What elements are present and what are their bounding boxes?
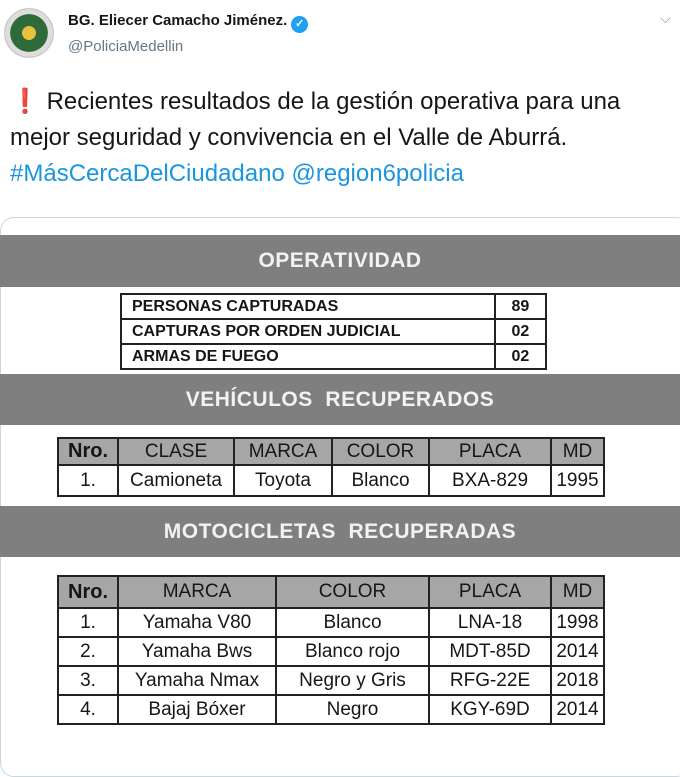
exclamation-icon: ❗ <box>10 88 40 115</box>
column-header: MD <box>550 575 605 609</box>
motos-table: Nro. MARCA COLOR PLACA MD 1. Yamaha V80 Blanco L… <box>57 575 605 725</box>
column-header: MARCA <box>233 437 333 466</box>
table-row: ARMAS DE FUEGO 02 <box>120 343 548 370</box>
author-name[interactable]: BG. Eliecer Camacho Jiménez. ✓ <box>68 12 309 33</box>
table-cell: ARMAS DE FUEGO <box>120 343 496 370</box>
operatividad-table: PERSONAS CAPTURADAS 89 CAPTURAS POR ORDEN … <box>120 293 548 370</box>
table-cell: Negro <box>275 694 430 725</box>
table-cell: 02 <box>493 318 548 345</box>
table-cell: Bajaj Bóxer <box>117 694 277 725</box>
table-cell: BXA-829 <box>428 464 552 497</box>
column-header: PLACA <box>428 575 552 609</box>
table-cell: CAPTURAS POR ORDEN JUDICIAL <box>120 318 496 345</box>
table-cell: Blanco <box>275 607 430 638</box>
avatar[interactable] <box>4 8 54 58</box>
table-cell: Toyota <box>233 464 333 497</box>
table-cell: Yamaha V80 <box>117 607 277 638</box>
table-cell: KGY-69D <box>428 694 552 725</box>
table-cell: 4. <box>57 694 119 725</box>
vehiculos-title: VEHÍCULOS RECUPERADOS <box>0 374 680 425</box>
mention-link[interactable]: @region6policia <box>291 160 464 187</box>
table-cell: Camioneta <box>117 464 235 497</box>
table-cell: 2018 <box>550 665 605 696</box>
header-row: Nro. MARCA COLOR PLACA MD <box>57 575 605 609</box>
hashtag-link[interactable]: #MásCercaDelCiudadano <box>10 160 285 187</box>
column-header: MD <box>550 437 605 466</box>
table-row: 4. Bajaj Bóxer Negro KGY-69D 2014 <box>57 694 605 725</box>
vehiculos-table: Nro. CLASE MARCA COLOR PLACA MD 1. Camioneta Toy… <box>57 437 605 497</box>
author-handle[interactable]: @PoliciaMedellin <box>68 38 184 55</box>
column-header: COLOR <box>275 575 430 609</box>
table-cell: Yamaha Nmax <box>117 665 277 696</box>
table-cell: 2014 <box>550 694 605 725</box>
table-cell: PERSONAS CAPTURADAS <box>120 293 496 320</box>
motos-title: MOTOCICLETAS RECUPERADAS <box>0 506 680 557</box>
table-cell: 2014 <box>550 636 605 667</box>
table-cell: 1998 <box>550 607 605 638</box>
table-row: 3. Yamaha Nmax Negro y Gris RFG-22E 2018 <box>57 665 605 696</box>
table-row: 1. Camioneta Toyota Blanco BXA-829 1995 <box>57 464 605 497</box>
table-cell: RFG-22E <box>428 665 552 696</box>
table-row: PERSONAS CAPTURADAS 89 <box>120 293 548 320</box>
column-header: Nro. <box>57 437 119 466</box>
table-cell: Blanco rojo <box>275 636 430 667</box>
header-row: Nro. CLASE MARCA COLOR PLACA MD <box>57 437 605 466</box>
table-cell: 1. <box>57 464 119 497</box>
column-header: MARCA <box>117 575 277 609</box>
table-cell: 1995 <box>550 464 605 497</box>
table-cell: 2. <box>57 636 119 667</box>
column-header: CLASE <box>117 437 235 466</box>
chevron-down-icon[interactable]: ⌵ <box>660 10 671 26</box>
table-cell: Negro y Gris <box>275 665 430 696</box>
tweet-text: ❗ Recientes resultados de la gestión ope… <box>10 88 621 187</box>
column-header: Nro. <box>57 575 119 609</box>
verified-badge-icon: ✓ <box>291 16 309 33</box>
table-cell: Yamaha Bws <box>117 636 277 667</box>
column-header: PLACA <box>428 437 552 466</box>
table-cell: 3. <box>57 665 119 696</box>
table-cell: LNA-18 <box>428 607 552 638</box>
table-cell: 89 <box>493 293 548 320</box>
table-cell: 1. <box>57 607 119 638</box>
table-row: CAPTURAS POR ORDEN JUDICIAL 02 <box>120 318 548 345</box>
table-cell: Blanco <box>331 464 430 497</box>
table-cell: MDT-85D <box>428 636 552 667</box>
table-row: 1. Yamaha V80 Blanco LNA-18 1998 <box>57 607 605 638</box>
operatividad-title: OPERATIVIDAD <box>0 235 680 287</box>
table-row: 2. Yamaha Bws Blanco rojo MDT-85D 2014 <box>57 636 605 667</box>
column-header: COLOR <box>331 437 430 466</box>
table-cell: 02 <box>493 343 548 370</box>
